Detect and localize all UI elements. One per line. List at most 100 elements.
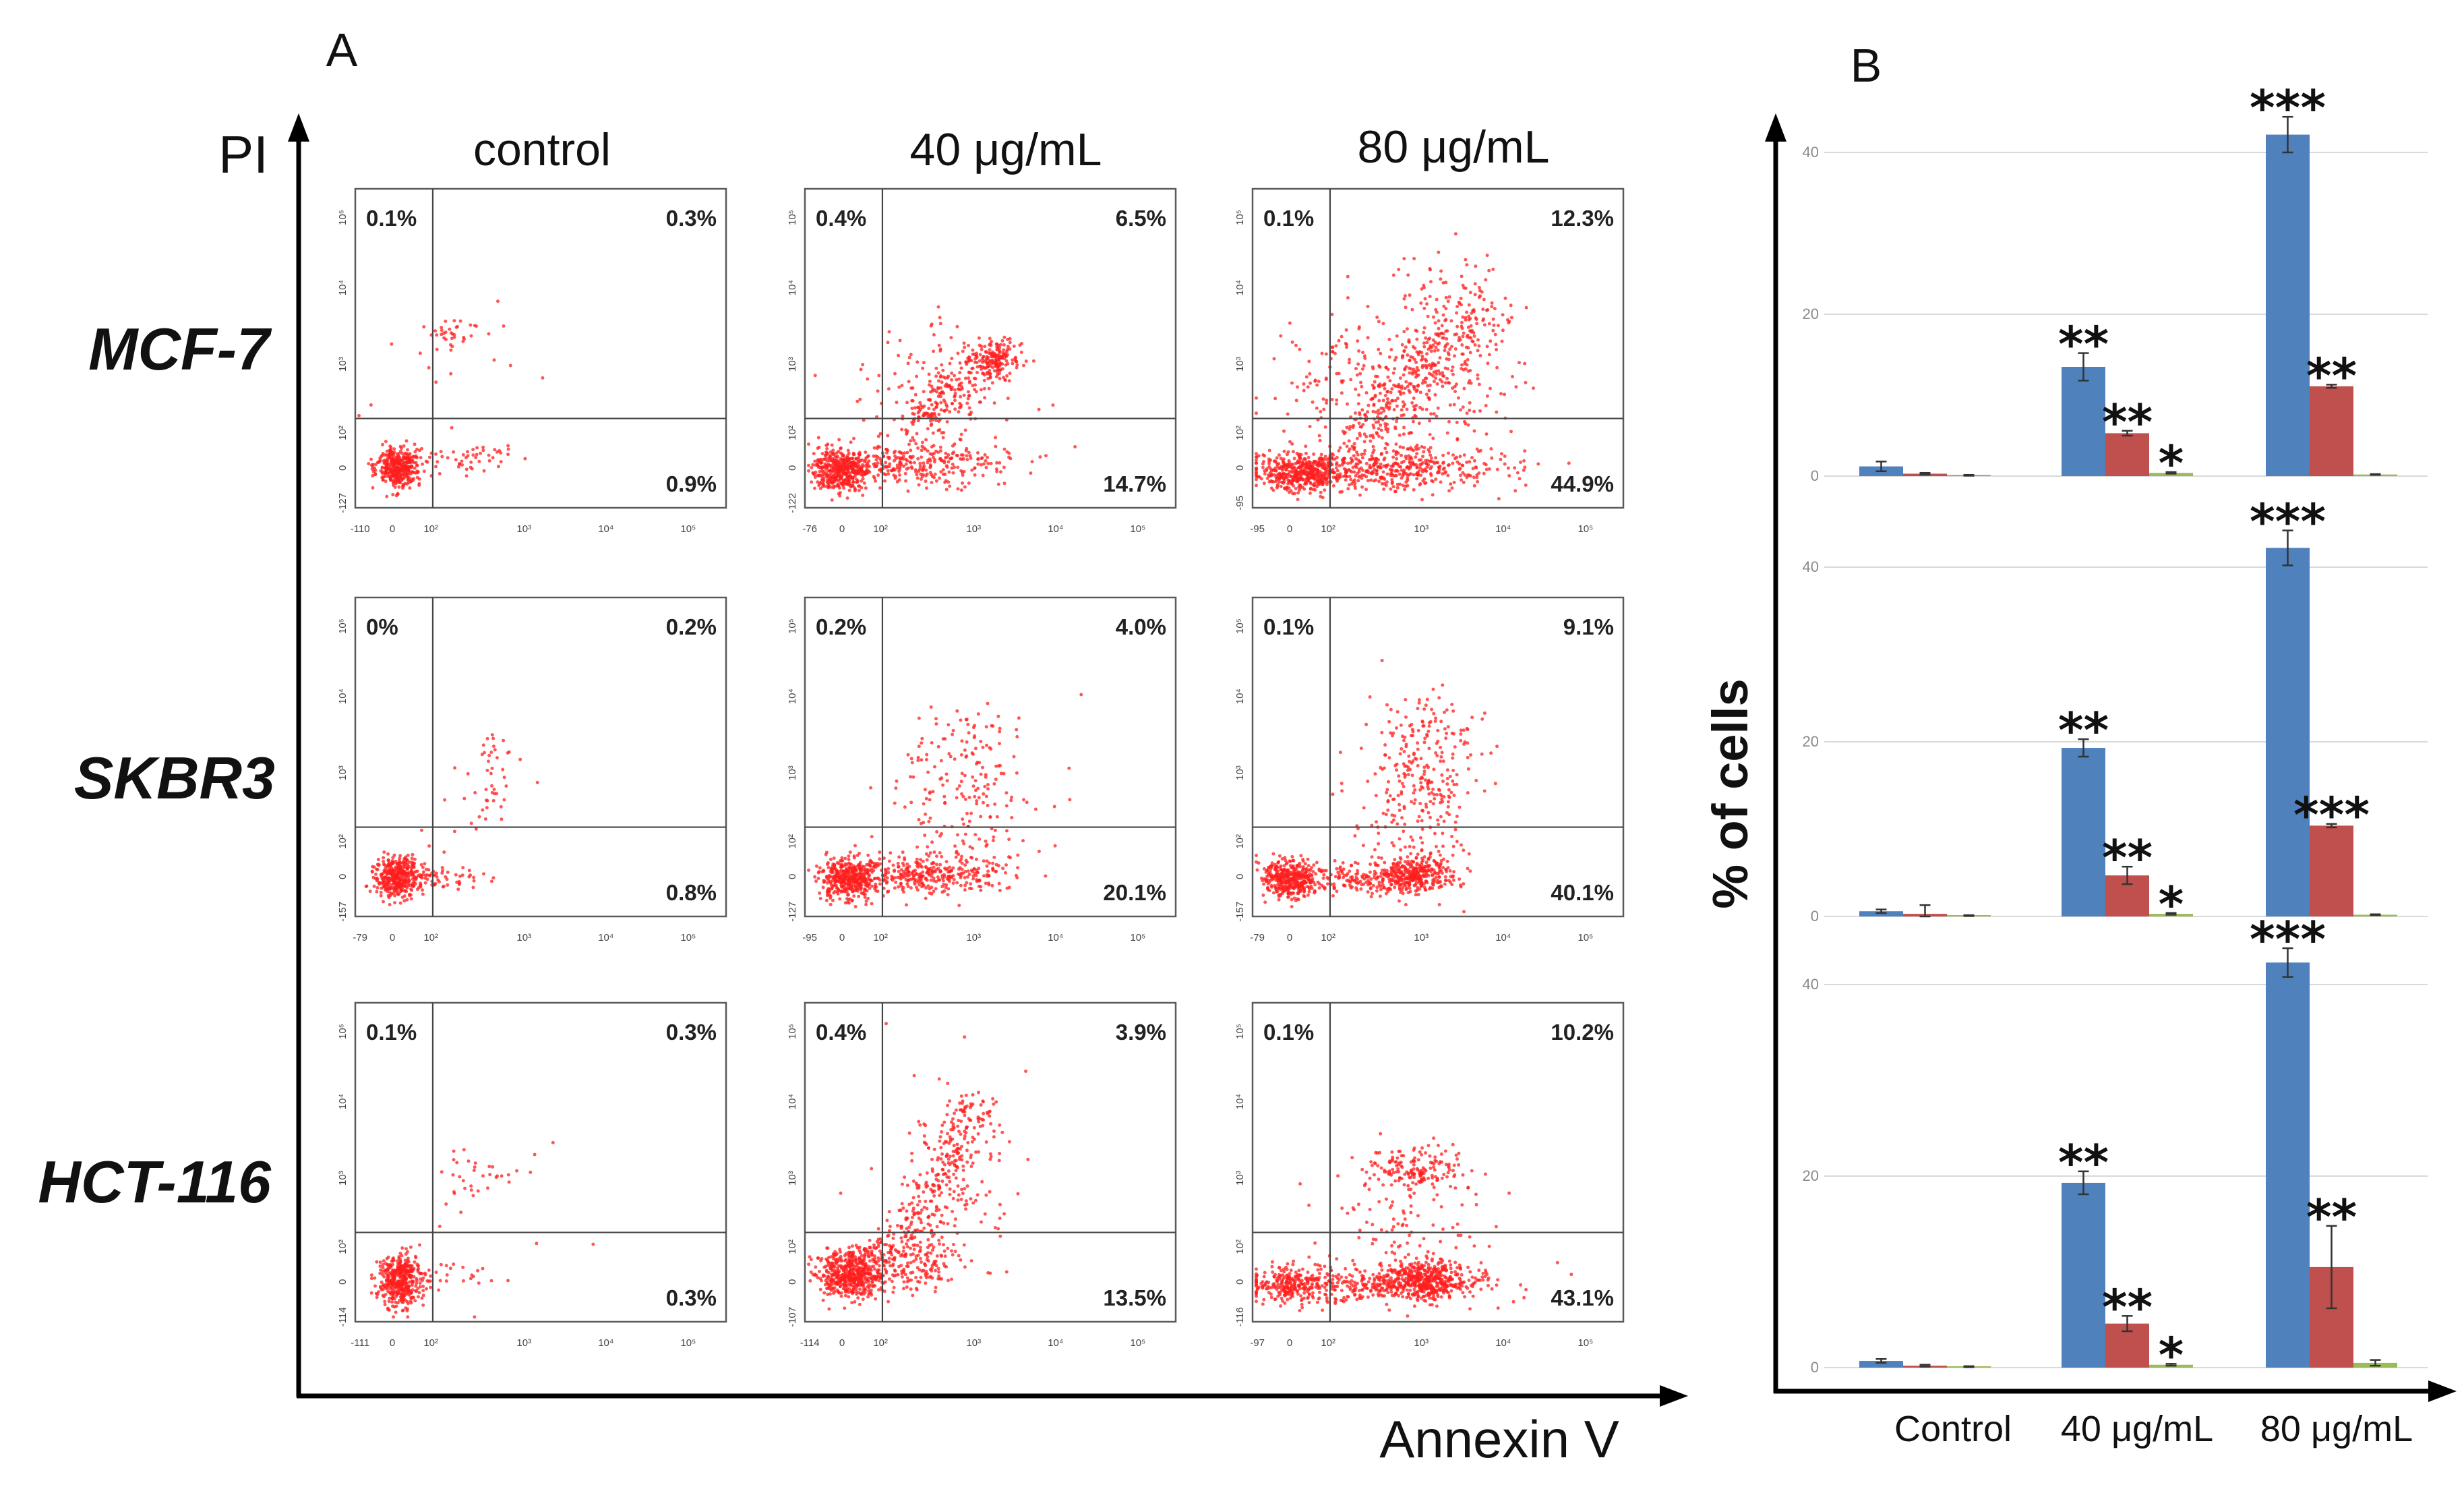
y-tick-label: 10²: [337, 426, 349, 440]
event-dot: [1315, 383, 1319, 387]
event-dot: [370, 870, 374, 874]
event-dot: [1444, 329, 1448, 333]
event-dot: [878, 432, 882, 436]
event-dot: [440, 455, 444, 459]
event-dot: [477, 815, 481, 819]
event-dot: [990, 883, 994, 887]
event-dot: [1428, 432, 1432, 436]
event-dot: [932, 411, 936, 415]
event-dot: [1389, 390, 1393, 395]
event-dot: [1353, 481, 1357, 485]
event-dot: [991, 838, 995, 842]
event-dot: [1371, 383, 1375, 387]
event-dot: [1282, 457, 1286, 461]
event-dot: [1407, 388, 1411, 392]
event-dot: [380, 455, 383, 459]
event-dot: [916, 865, 920, 869]
event-dot: [929, 464, 933, 468]
event-dot: [1307, 359, 1311, 363]
event-dot: [1457, 396, 1460, 400]
event-dot: [972, 376, 976, 380]
event-dot: [976, 712, 980, 716]
event-dot: [905, 401, 909, 405]
event-dot: [481, 808, 485, 812]
event-dot: [953, 391, 957, 395]
event-dot: [1290, 442, 1294, 446]
event-dot: [985, 743, 988, 747]
event-dot: [914, 470, 918, 474]
event-dot: [413, 857, 417, 861]
event-dot: [929, 419, 932, 423]
event-dot: [831, 876, 835, 880]
event-dot: [1438, 372, 1442, 376]
event-dot: [1003, 378, 1007, 382]
event-dot: [487, 753, 491, 757]
event-dot: [1375, 316, 1379, 319]
event-dot: [992, 401, 996, 405]
event-dot: [1391, 273, 1395, 277]
event-dot: [970, 856, 974, 860]
event-dot: [965, 454, 969, 458]
event-dot: [820, 870, 824, 874]
event-dot: [1434, 345, 1438, 349]
event-dot: [982, 366, 986, 370]
event-dot: [938, 476, 941, 480]
event-dot: [926, 427, 930, 431]
event-dot: [956, 487, 960, 491]
event-dot: [1429, 344, 1433, 348]
event-dot: [1369, 439, 1373, 443]
event-dot: [1352, 442, 1356, 446]
event-dot: [1490, 456, 1494, 460]
event-dot: [1296, 385, 1299, 389]
event-dot: [399, 468, 402, 472]
event-dot: [1460, 274, 1464, 279]
event-dot: [1468, 351, 1472, 355]
event-dot: [1261, 453, 1265, 457]
event-dot: [386, 876, 390, 880]
event-dot: [1346, 461, 1350, 465]
event-dot: [978, 879, 982, 883]
event-dot: [477, 459, 481, 463]
event-dot: [440, 332, 444, 337]
event-dot: [974, 857, 978, 861]
event-dot: [962, 842, 966, 846]
event-dot: [1414, 415, 1418, 419]
event-dot: [855, 471, 858, 475]
event-dot: [1381, 407, 1385, 411]
y-tick-label: 10⁴: [787, 689, 798, 704]
event-dot: [814, 879, 818, 883]
event-dot: [1412, 408, 1416, 412]
event-dot: [1289, 465, 1293, 469]
event-dot: [1408, 371, 1412, 375]
event-dot: [454, 458, 458, 462]
event-dot: [990, 339, 994, 343]
event-dot: [948, 484, 952, 488]
event-dot: [1403, 294, 1407, 298]
event-dot: [870, 835, 874, 839]
event-dot: [898, 460, 902, 464]
event-dot: [386, 864, 390, 868]
event-dot: [1269, 883, 1273, 887]
event-dot: [1275, 486, 1279, 490]
event-dot: [950, 371, 954, 375]
event-dot: [1448, 347, 1452, 351]
event-dot: [841, 885, 845, 888]
event-dot: [1409, 446, 1413, 450]
event-dot: [1377, 434, 1381, 438]
event-dot: [1275, 456, 1279, 460]
event-dot: [901, 875, 905, 879]
event-dot: [905, 467, 909, 471]
event-dot: [1438, 356, 1442, 360]
event-dot: [953, 374, 957, 378]
event-dot: [870, 867, 874, 871]
event-dot: [357, 413, 361, 417]
event-dot: [1471, 309, 1475, 312]
event-dot: [1300, 465, 1304, 469]
event-dot: [994, 357, 998, 361]
event-dot: [930, 403, 934, 407]
event-dot: [872, 475, 876, 479]
event-dot: [864, 486, 868, 490]
event-dot: [939, 401, 943, 405]
event-dot: [1255, 455, 1258, 459]
x-tick-label: 10⁴: [1048, 932, 1063, 943]
